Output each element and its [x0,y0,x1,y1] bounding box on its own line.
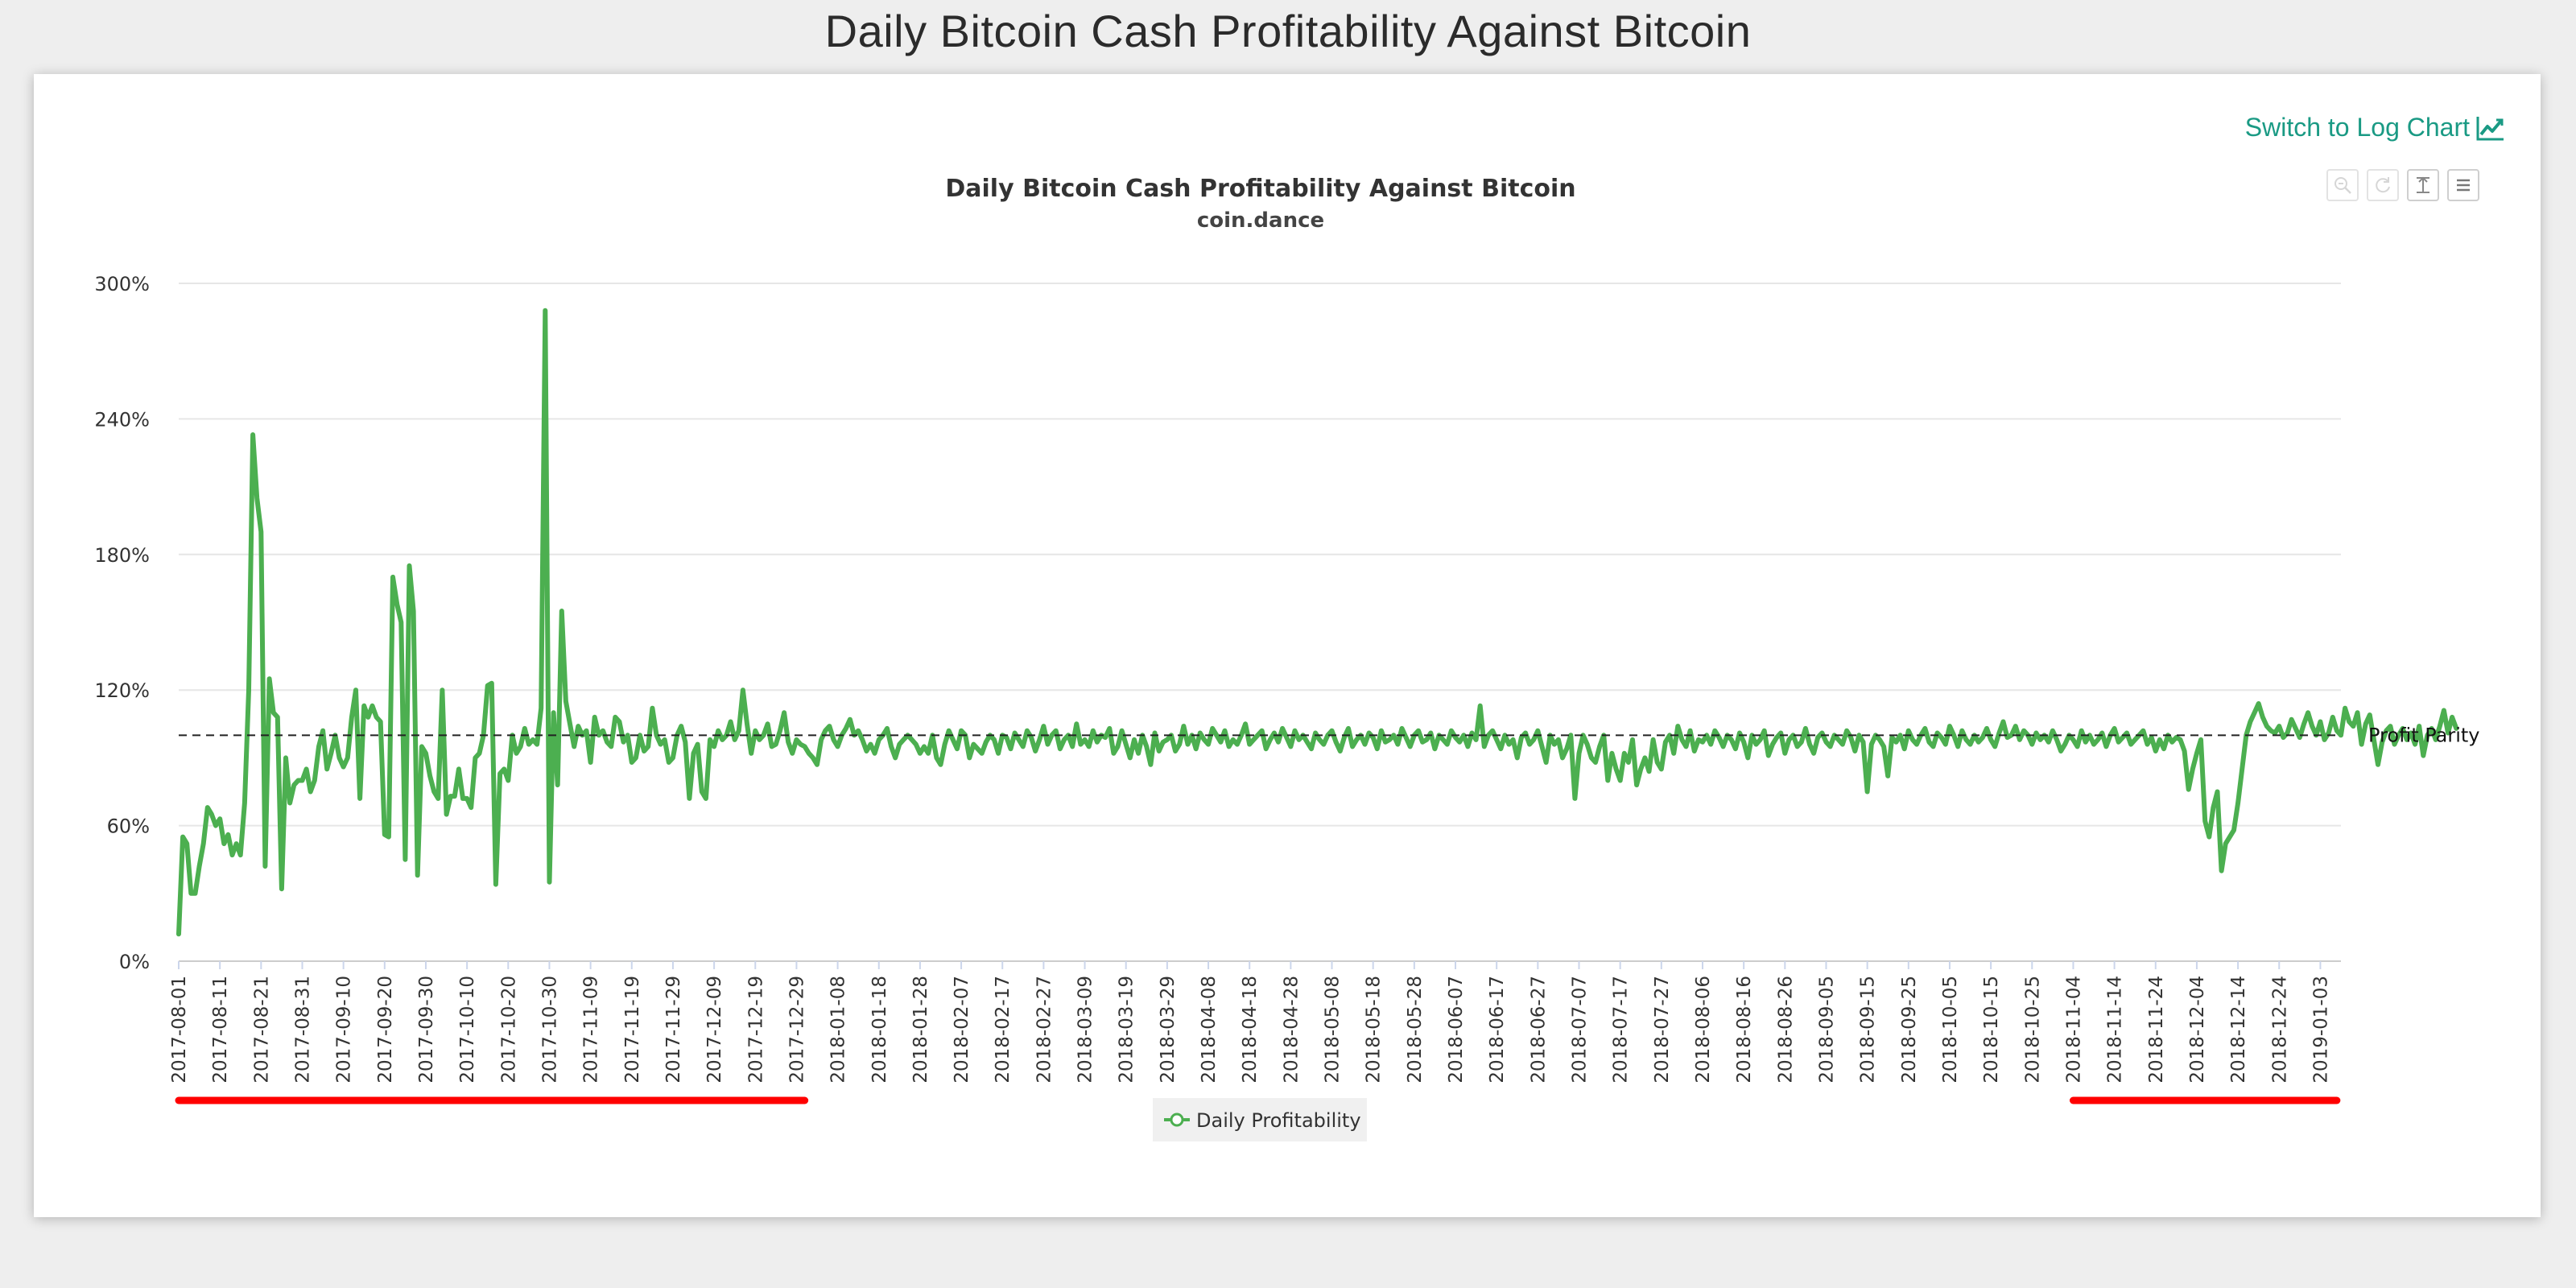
x-tick-label: 2018-11-24 [2146,976,2167,1084]
x-tick-label: 2018-06-17 [1487,976,1508,1084]
x-tick-label: 2018-02-17 [993,976,1013,1084]
x-tick-label: 2018-11-04 [2063,976,2084,1084]
grid-layer [179,283,2341,962]
x-tick-label: 2018-07-07 [1570,976,1591,1084]
chart-title: Daily Bitcoin Cash Profitability Against… [945,175,1575,203]
x-tick-label: 2017-08-31 [292,976,313,1084]
x-tick-label: 2018-12-04 [2187,976,2208,1084]
x-tick-label: 2018-03-29 [1158,976,1179,1084]
chart-toolbar [2326,169,2479,201]
pan-button[interactable] [2407,169,2439,201]
x-tick-label: 2017-11-19 [622,976,643,1084]
legend[interactable]: Daily Profitability [1153,1098,1367,1141]
x-tick-label: 2018-01-18 [869,976,890,1084]
menu-button[interactable] [2447,169,2479,201]
x-tick-label: 2017-08-11 [210,976,231,1084]
x-tick-label: 2017-11-29 [663,976,684,1084]
x-tick-label: 2018-04-28 [1281,976,1302,1084]
y-tick-label: 240% [94,408,150,431]
reset-icon [2376,177,2390,193]
x-tick-label: 2018-01-28 [910,976,931,1084]
page-heading: Daily Bitcoin Cash Profitability Against… [824,6,1752,56]
x-tick-label: 2018-04-18 [1240,976,1261,1084]
x-tick-label: 2017-10-30 [539,976,560,1084]
x-tick-label: 2018-04-08 [1199,976,1220,1084]
x-tick-label: 2017-10-20 [498,976,519,1084]
y-tick-label: 180% [94,544,150,567]
x-tick-label: 2018-05-08 [1323,976,1344,1084]
zoom-icon [2334,177,2351,194]
x-tick-label: 2017-09-30 [416,976,437,1084]
x-tick-label: 2018-10-05 [1940,976,1961,1084]
x-tick-label: 2018-01-08 [828,976,849,1084]
parity-layer: Profit Parity [179,724,2479,746]
x-tick-label: 2018-02-07 [952,976,972,1084]
x-tick-label: 2018-07-27 [1652,976,1673,1084]
chart-subtitle: coin.dance [1197,208,1324,233]
x-tick-label: 2017-11-09 [581,976,602,1084]
pan-icon [2417,176,2429,193]
legend-label: Daily Profitability [1196,1109,1361,1132]
x-tick-label: 2018-03-19 [1117,976,1137,1084]
x-tick-label: 2018-09-05 [1816,976,1837,1084]
x-tick-label: 2018-08-16 [1734,976,1755,1084]
x-tick-label: 2017-12-29 [786,976,807,1084]
x-tick-label: 2018-08-06 [1693,976,1714,1084]
x-tick-label: 2017-09-10 [334,976,355,1084]
x-tick-label: 2018-06-07 [1446,976,1467,1084]
x-tick-label: 2018-11-14 [2105,976,2126,1084]
legend-marker-icon [1170,1113,1184,1127]
x-tick-label: 2017-12-09 [704,976,725,1084]
y-tick-label: 0% [119,951,150,973]
line-chart-icon [2476,116,2504,140]
x-tick-label: 2018-07-17 [1611,976,1632,1084]
x-tick-label: 2017-08-21 [251,976,272,1084]
zoom-button[interactable] [2326,169,2359,201]
reset-button[interactable] [2367,169,2399,201]
x-tick-label: 2017-09-20 [375,976,396,1084]
x-tick-label: 2017-10-10 [457,976,478,1084]
menu-icon [2457,179,2470,192]
x-tick-label: 2017-12-19 [745,976,766,1084]
chart-card: Switch to Log Chart [34,74,2541,1217]
y-tick-label: 60% [107,815,150,838]
y-tick-label: 300% [94,273,150,295]
x-tick-label: 2018-10-15 [1981,976,2002,1084]
x-tick-label: 2018-08-26 [1775,976,1796,1084]
series-layer [176,308,2459,937]
series-line-daily-profitability [176,308,2459,937]
x-tick-label: 2018-05-18 [1364,976,1385,1084]
x-tick-label: 2018-09-15 [1858,976,1879,1084]
x-tick-label: 2018-09-25 [1899,976,1920,1084]
x-tick-label: 2018-06-27 [1528,976,1549,1084]
y-tick-label: 120% [94,679,150,702]
switch-to-log-chart-link[interactable]: Switch to Log Chart [2245,113,2505,142]
x-tick-label: 2018-02-27 [1034,976,1055,1084]
x-tick-label: 2019-01-03 [2310,976,2331,1084]
profit-parity-label: Profit Parity [2368,724,2479,746]
x-axis: 2017-08-01 2017-08-11 2017-08-21 2017-08-31… [169,961,2331,1084]
x-tick-label: 2018-10-25 [2022,976,2043,1084]
y-axis: 0% 60% 120% 180% 240% 300% [94,273,150,973]
x-tick-label: 2018-12-24 [2269,976,2290,1084]
x-tick-label: 2018-12-14 [2228,976,2249,1084]
x-tick-label: 2018-03-09 [1075,976,1096,1084]
chart: Daily Bitcoin Cash Profitability Against… [94,175,2479,1141]
switch-to-log-chart-label: Switch to Log Chart [2244,113,2470,142]
x-tick-label: 2018-05-28 [1405,976,1426,1084]
x-tick-label: 2017-08-01 [169,976,190,1084]
